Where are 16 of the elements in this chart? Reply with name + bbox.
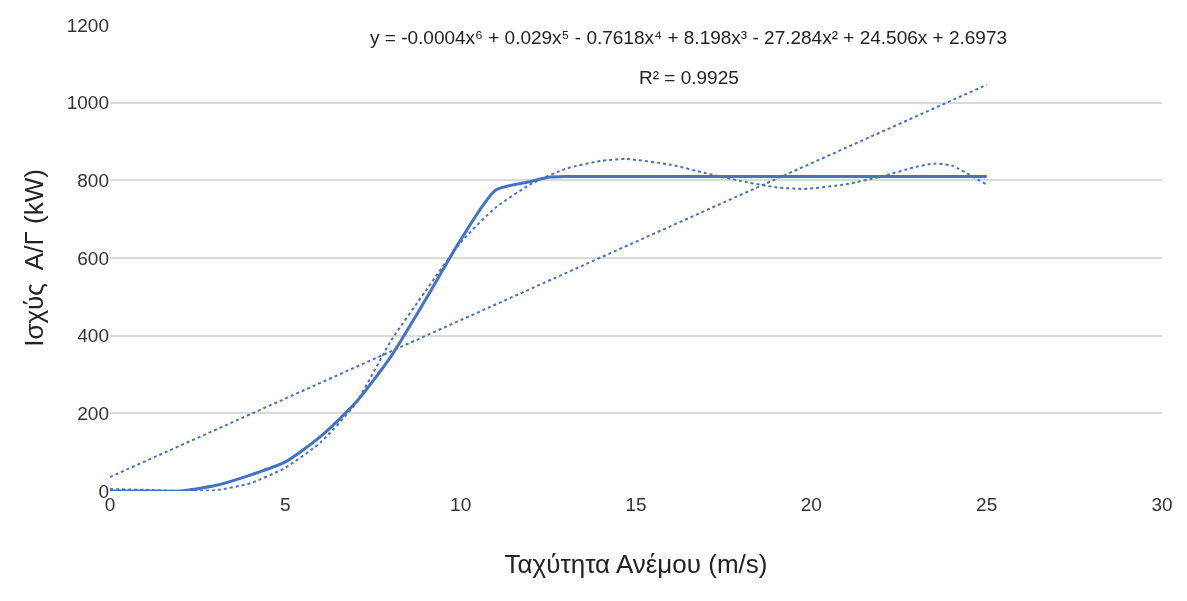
- y-axis-title: Ισχύς Α/Γ (kW): [19, 169, 50, 347]
- y-tick-label: 400: [77, 325, 109, 347]
- annotation: R² = 0.9925: [639, 67, 739, 88]
- x-tick-label: 10: [450, 494, 472, 515]
- y-tick-label: 800: [77, 169, 109, 191]
- y-tick-label: 200: [77, 402, 109, 424]
- y-tick-label: 1200: [66, 14, 109, 36]
- annotation: y = -0.0004x⁶ + 0.029x⁵ - 0.7618x⁴ + 8.198x³ - 27.284x² + 24.506x + 2.6973: [370, 27, 1008, 48]
- x-tick-label: 20: [800, 494, 822, 515]
- x-tick-label: 25: [976, 494, 998, 515]
- x-tick-label: 30: [1151, 494, 1173, 515]
- x-tick-label: 5: [280, 494, 291, 515]
- x-tick-label: 15: [625, 494, 647, 515]
- x-axis-title: Ταχύτητα Ανέμου (m/s): [504, 548, 768, 579]
- y-tick-label: 600: [77, 247, 109, 269]
- y-tick-label: 1000: [66, 92, 109, 114]
